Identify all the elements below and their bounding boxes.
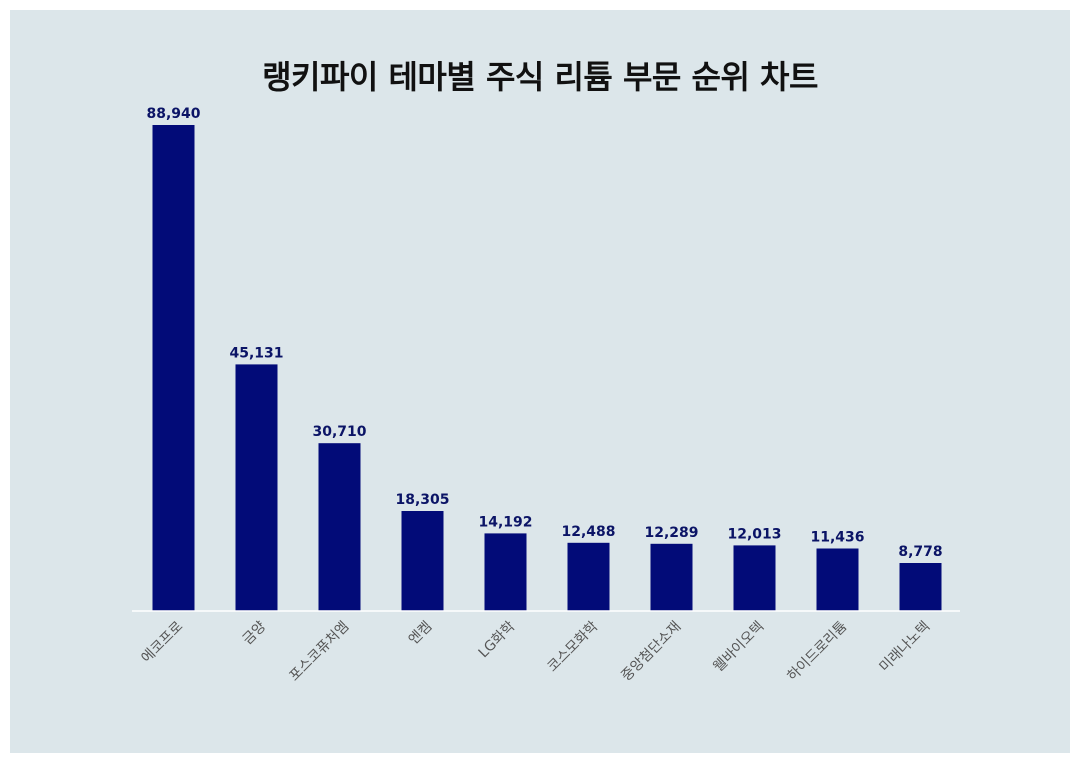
x-tick-label: 포스코퓨처엠: [286, 619, 352, 685]
labels-layer: 88,940 45,131 30,710 18,305 14,192 12,488 12,2…: [146, 106, 942, 560]
x-tick-label: 에코프로: [139, 618, 187, 666]
bar-4: [401, 511, 444, 611]
bar-value-label: 12,013: [727, 526, 781, 542]
bar-1: [152, 125, 195, 611]
bar-value-label: 12,289: [644, 525, 698, 541]
ticks-layer: 에코프로 금양 포스코퓨처엠 엔켐 LG화학 코스모화학 중앙첨단소재 웰바이오텍 하이드로리튬…: [139, 618, 934, 684]
x-tick-label: 코스모화학: [544, 618, 601, 675]
bar-value-label: 30,710: [312, 424, 366, 440]
x-tick-label: 금양: [240, 618, 270, 648]
bar-10: [899, 563, 942, 611]
bar-6: [567, 542, 610, 611]
bar-value-label: 14,192: [478, 514, 532, 530]
bar-3: [318, 443, 361, 611]
x-tick-label: 중앙첨단소재: [618, 619, 684, 685]
x-tick-label: LG화학: [476, 618, 519, 661]
bar-value-label: 18,305: [395, 492, 449, 508]
chart-title: 랭키파이 테마별 주식 리튬 부문 순위 차트: [262, 58, 818, 96]
x-tick-label: 하이드로리튬: [784, 618, 850, 684]
x-tick-label: 미래나노텍: [876, 619, 933, 676]
bar-2: [235, 364, 278, 611]
bar-value-label: 88,940: [146, 106, 200, 122]
bar-8: [733, 545, 776, 611]
bar-value-label: 45,131: [229, 345, 283, 361]
bar-value-label: 11,436: [810, 530, 864, 546]
bar-5: [484, 533, 527, 611]
x-tick-label: 엔켐: [406, 619, 436, 649]
bar-value-label: 8,778: [898, 544, 942, 560]
bar-7: [650, 543, 693, 611]
x-tick-label: 웰바이오텍: [710, 619, 767, 676]
bars-layer: [152, 125, 942, 611]
bar-value-label: 12,488: [561, 524, 615, 540]
bar-9: [816, 548, 859, 611]
